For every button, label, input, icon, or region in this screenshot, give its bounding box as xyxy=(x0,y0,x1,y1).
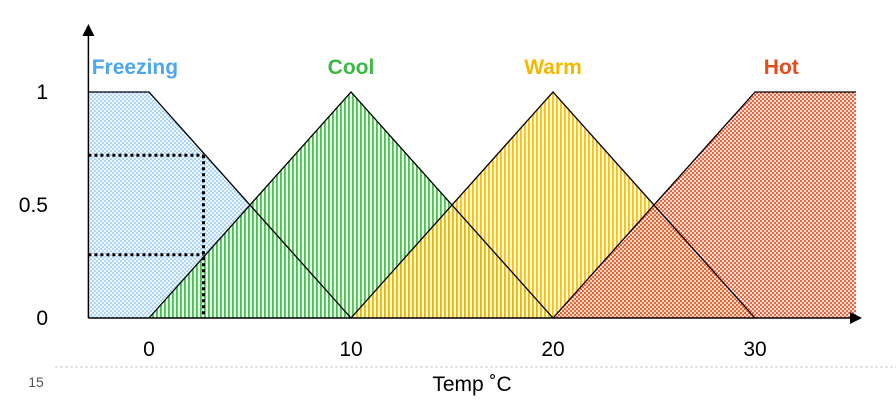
y-tick-label: 0.5 xyxy=(19,194,48,217)
page-number: 15 xyxy=(28,374,44,390)
series-label-hot: Hot xyxy=(764,56,799,79)
x-tick-label: 20 xyxy=(541,338,564,361)
x-tick-label: 30 xyxy=(743,338,766,361)
x-tick-label: 0 xyxy=(143,338,155,361)
x-tick-label: 10 xyxy=(339,338,362,361)
series-label-freezing: Freezing xyxy=(92,56,178,79)
series-warm-line xyxy=(350,91,756,319)
y-tick-label: 0 xyxy=(36,307,48,330)
series-layer xyxy=(88,91,856,319)
x-axis-label: Temp ˚C xyxy=(432,373,511,396)
series-label-warm: Warm xyxy=(524,56,582,79)
series-hot-line xyxy=(552,91,856,319)
series-label-cool: Cool xyxy=(328,56,375,79)
axes-layer xyxy=(82,24,862,324)
series-cool-line xyxy=(148,91,554,319)
series-freezing-line xyxy=(88,91,352,319)
y-tick-label: 1 xyxy=(36,81,48,104)
annotation-layer xyxy=(88,153,205,318)
series-hot-area xyxy=(553,92,856,318)
